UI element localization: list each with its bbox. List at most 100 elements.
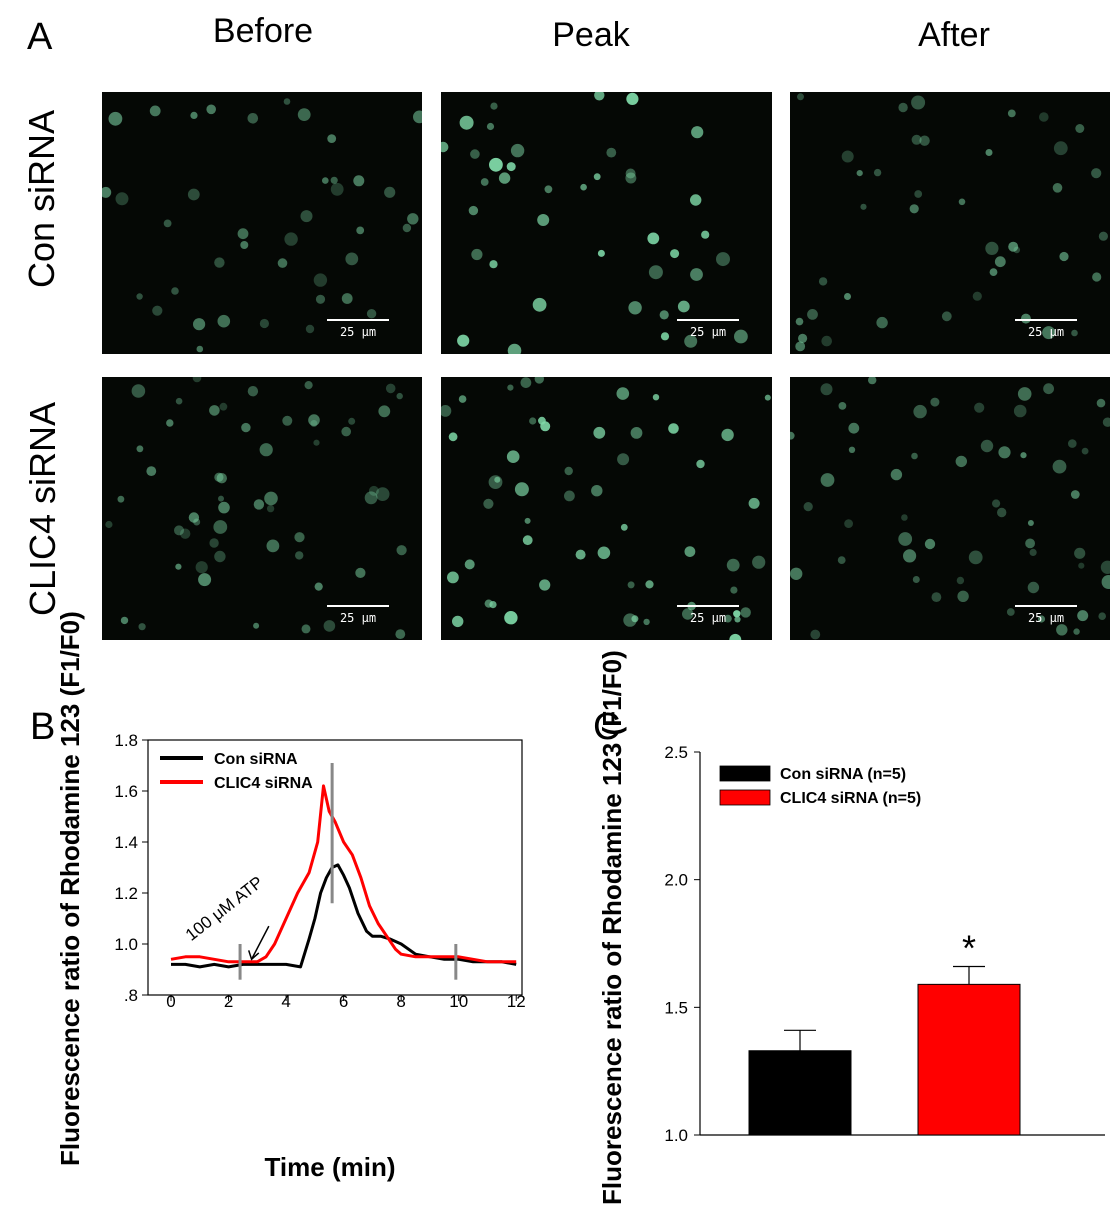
- cell: [459, 115, 474, 130]
- cell: [323, 620, 336, 632]
- cell: [1013, 404, 1027, 418]
- cell: [1059, 251, 1069, 262]
- cell: [903, 549, 917, 563]
- cell: [396, 545, 407, 556]
- cell: [402, 223, 412, 233]
- cell: [1039, 112, 1049, 122]
- chart-b-ytick-label: 1.6: [114, 782, 138, 801]
- chart-c-ytick-label: 1.5: [664, 998, 688, 1017]
- cell: [734, 329, 748, 344]
- cell: [997, 507, 1007, 518]
- cell: [483, 498, 494, 509]
- cell: [580, 183, 587, 191]
- cell: [807, 309, 818, 320]
- cell: [171, 287, 179, 295]
- cell: [506, 450, 520, 463]
- cell: [790, 567, 803, 580]
- cell: [163, 219, 172, 228]
- cell: [652, 394, 660, 401]
- cell: [924, 538, 936, 550]
- cell: [989, 268, 998, 276]
- chart-b-ytick-label: 1.0: [114, 935, 138, 954]
- chart-b-ytick-label: .8: [124, 986, 138, 1005]
- cell: [790, 431, 795, 440]
- cell: [378, 405, 391, 418]
- cell: [1027, 581, 1040, 594]
- cell: [489, 260, 498, 269]
- cell: [413, 110, 422, 124]
- cell: [540, 421, 551, 432]
- cell: [594, 92, 605, 101]
- cell: [187, 188, 200, 201]
- chart-b-ytick-label: 1.4: [114, 833, 138, 852]
- cell: [691, 126, 704, 139]
- cell: [247, 386, 259, 397]
- cell: [1077, 610, 1089, 622]
- cell: [175, 563, 182, 570]
- micrograph-con-after: 25 μm: [790, 92, 1110, 354]
- cell: [821, 335, 832, 347]
- chart-b-ylabel: Fluorescence ratio of Rhodamine 123 (F1/…: [55, 611, 85, 1166]
- cell: [628, 301, 642, 315]
- cell: [175, 397, 183, 405]
- cell: [470, 149, 480, 159]
- cell: [480, 178, 489, 186]
- cell: [322, 177, 329, 184]
- cell: [313, 273, 328, 287]
- cell: [300, 210, 313, 223]
- cell: [956, 576, 965, 585]
- cell: [327, 134, 337, 143]
- chart-c-bar-clic4: [917, 983, 1021, 1136]
- cell: [1017, 387, 1032, 401]
- cell: [1029, 548, 1037, 556]
- cell: [985, 241, 999, 255]
- chart-b-ytick-label: 1.2: [114, 884, 138, 903]
- cell: [837, 556, 846, 564]
- cell: [259, 443, 273, 457]
- cell: [345, 252, 359, 266]
- cell: [395, 629, 406, 639]
- cell: [682, 608, 694, 620]
- cell: [625, 168, 636, 179]
- scale-bar-label: 25 μm: [690, 611, 726, 625]
- chart-b-xtick-label: 12: [507, 992, 526, 1010]
- cell: [507, 384, 514, 391]
- cell: [486, 122, 495, 131]
- cell: [848, 422, 860, 434]
- chart-b-ytick-label: 1.8: [114, 731, 138, 750]
- cell: [105, 520, 113, 529]
- cell: [1071, 329, 1078, 337]
- panel-letter-a: A: [27, 16, 53, 58]
- cell: [524, 517, 531, 524]
- cell: [213, 520, 228, 534]
- cell: [448, 432, 458, 442]
- chart-c: 1.0 1.5 2.0 2.5 Con siRNA (n=5) * CLIC4 siRNA …: [664, 743, 1105, 1145]
- cell: [752, 555, 766, 569]
- cell: [355, 567, 366, 578]
- cell: [484, 599, 493, 608]
- cell: [138, 623, 146, 631]
- cell: [564, 466, 573, 476]
- chart-c-significance: *: [962, 927, 976, 968]
- cell: [341, 426, 351, 437]
- cell: [396, 392, 403, 400]
- chart-b-xtick-label: 10: [449, 992, 468, 1010]
- cell: [820, 383, 833, 396]
- scale-bar-label: 25 μm: [340, 325, 376, 339]
- cell: [795, 341, 806, 352]
- cell: [310, 420, 318, 427]
- cell: [972, 291, 982, 301]
- cell: [504, 611, 518, 625]
- cell: [297, 108, 311, 121]
- cell: [684, 334, 698, 348]
- cell: [457, 334, 470, 347]
- cell: [659, 310, 669, 320]
- cell: [721, 428, 734, 442]
- cell: [1102, 417, 1110, 427]
- cell: [136, 293, 143, 300]
- cell: [985, 149, 993, 156]
- cell: [911, 134, 922, 145]
- cell: [625, 172, 637, 184]
- cell: [820, 473, 835, 487]
- cell: [1027, 520, 1034, 526]
